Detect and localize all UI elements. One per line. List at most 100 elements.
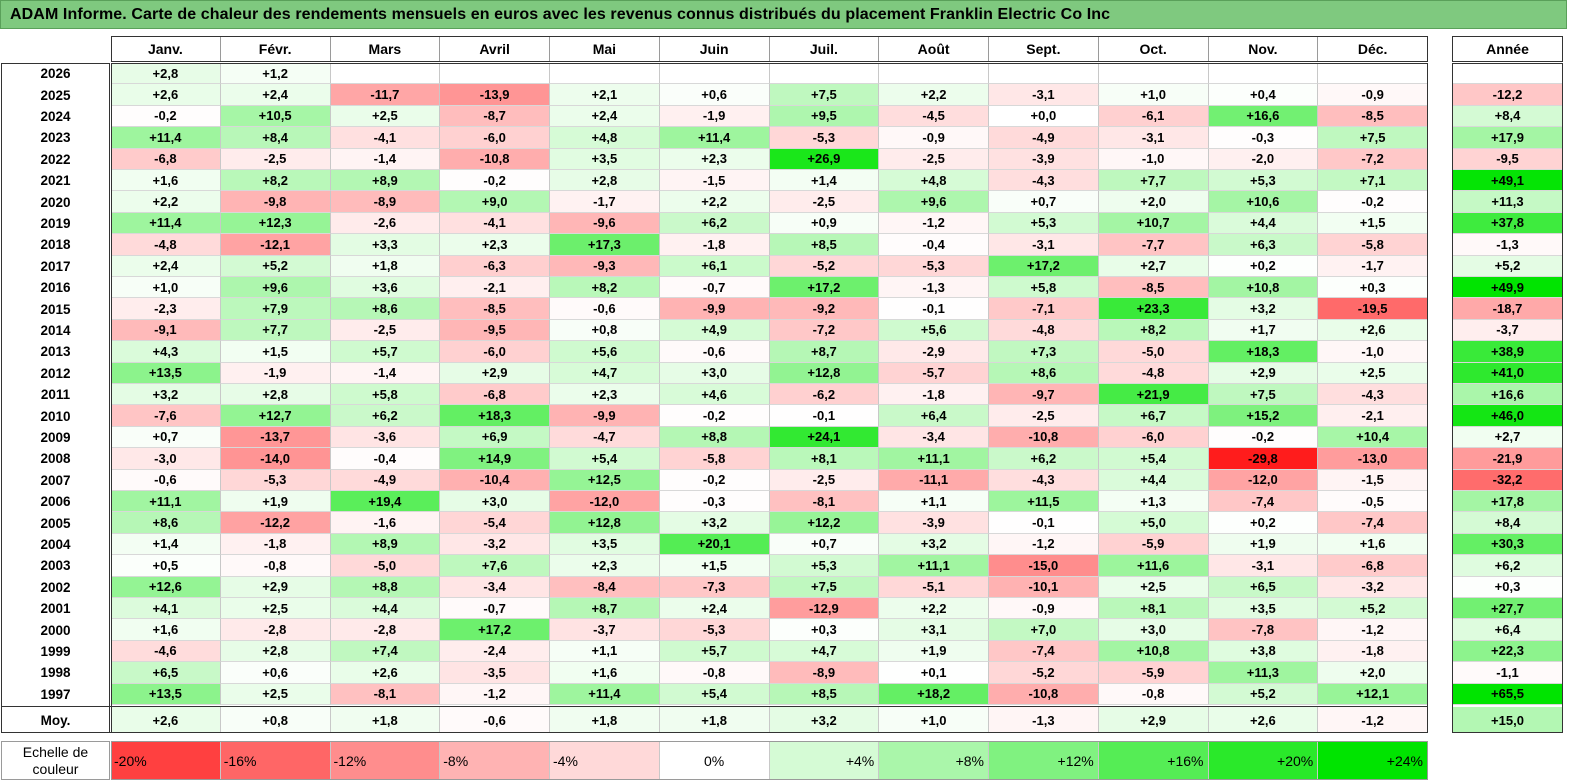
- heat-cell: -2,6: [330, 212, 441, 235]
- heat-cell: -1,8: [1318, 640, 1428, 663]
- heat-cell: -6,1: [1098, 105, 1209, 128]
- heat-cell: -1,8: [220, 533, 331, 556]
- year-label: 2019: [1, 212, 110, 235]
- heat-cell: -6,8: [440, 384, 550, 406]
- heat-cell: -0,7: [440, 598, 550, 620]
- heat-cell: -1,7: [1318, 255, 1428, 277]
- heat-cell: -0,6: [111, 469, 221, 491]
- heat-cell: -0,9: [1318, 84, 1428, 106]
- heat-cell: +9,6: [879, 191, 989, 213]
- heat-cell: +9,0: [440, 191, 550, 213]
- heat-cell: -7,6: [111, 405, 221, 427]
- heat-cell: +5,3: [769, 555, 880, 577]
- annual-cell: +46,0: [1452, 405, 1563, 427]
- heat-cell: +2,3: [550, 555, 660, 577]
- heat-cell: +2,0: [1098, 191, 1209, 213]
- heat-cell: -3,4: [440, 576, 550, 598]
- heat-cell: -3,1: [1208, 555, 1319, 577]
- heat-cell: -1,9: [659, 105, 770, 128]
- heat-cell: +4,1: [111, 598, 221, 620]
- scale-label: Echelle de couleur: [1, 741, 110, 780]
- heat-cell: -3,7: [550, 619, 660, 641]
- heat-cell: +4,3: [111, 341, 221, 363]
- heat-cell: +2,4: [220, 84, 331, 106]
- heat-cell: +12,2: [769, 512, 880, 534]
- year-label: 1997: [1, 683, 110, 705]
- heat-cell: +5,4: [1098, 448, 1209, 470]
- heat-cell: +20,1: [659, 533, 770, 556]
- heat-cell: -0,6: [550, 298, 660, 320]
- heat-cell: +2,3: [440, 234, 550, 256]
- heat-cell: +2,9: [1208, 362, 1319, 384]
- average-cell: +2,9: [1098, 707, 1209, 733]
- heat-cell: +3,5: [550, 148, 660, 170]
- heat-cell: +8,6: [989, 362, 1099, 384]
- heat-cell: +1,6: [111, 619, 221, 641]
- heat-cell: +1,4: [769, 170, 880, 192]
- heat-cell: +0,6: [659, 84, 770, 106]
- heat-cell: -3,6: [330, 426, 441, 449]
- heat-cell: -4,8: [1098, 362, 1209, 384]
- heat-cell: +1,3: [1098, 491, 1209, 513]
- heat-cell: -5,2: [989, 662, 1099, 684]
- heat-cell: -10,1: [989, 576, 1099, 598]
- heat-cell: -9,6: [550, 212, 660, 235]
- heat-cell: +9,6: [220, 277, 331, 299]
- heat-cell: +0,3: [769, 619, 880, 641]
- heat-cell: +10,8: [1208, 277, 1319, 299]
- heat-cell: +2,4: [550, 105, 660, 128]
- heat-cell: +8,2: [220, 170, 331, 192]
- heat-cell: +5,8: [330, 384, 441, 406]
- heat-cell: +7,9: [220, 298, 331, 320]
- annual-cell: -32,2: [1452, 469, 1563, 491]
- heat-cell: +5,4: [659, 683, 770, 705]
- average-cell: +0,8: [220, 707, 331, 733]
- heat-cell: -4,6: [111, 640, 221, 663]
- heat-cell: +7,3: [989, 341, 1099, 363]
- year-label: 2007: [1, 469, 110, 491]
- heat-cell: -0,1: [879, 298, 989, 320]
- heat-cell: +12,1: [1318, 683, 1428, 705]
- annual-cell: +41,0: [1452, 362, 1563, 384]
- heat-cell: +1,8: [330, 255, 441, 277]
- heat-cell: -2,0: [1208, 148, 1319, 170]
- heat-cell: +2,6: [1318, 319, 1428, 342]
- month-header: Janv.: [111, 36, 221, 62]
- heat-cell: -1,0: [1318, 341, 1428, 363]
- year-label: 2005: [1, 512, 110, 534]
- average-row-border: [1, 706, 1428, 733]
- heat-cell: +1,5: [220, 341, 331, 363]
- heat-cell: -5,7: [879, 362, 989, 384]
- heat-cell: +12,5: [550, 469, 660, 491]
- heat-cell: +7,6: [440, 555, 550, 577]
- heat-cell: -6,0: [1098, 426, 1209, 449]
- heat-cell: -3,0: [111, 448, 221, 470]
- year-label: 2006: [1, 491, 110, 513]
- heat-cell: -1,5: [1318, 469, 1428, 491]
- heat-cell: +0,1: [879, 662, 989, 684]
- heat-cell: +5,2: [220, 255, 331, 277]
- heat-cell: -4,8: [111, 234, 221, 256]
- annual-cell: +16,6: [1452, 384, 1563, 406]
- heat-cell: +12,8: [769, 362, 880, 384]
- heat-cell: +9,5: [769, 105, 880, 128]
- heat-cell: +4,4: [1208, 212, 1319, 235]
- annual-cell: -1,3: [1452, 234, 1563, 256]
- heat-cell: +10,8: [1098, 640, 1209, 663]
- year-label: 2004: [1, 533, 110, 556]
- heat-cell: +12,6: [111, 576, 221, 598]
- heat-cell: -0,8: [659, 662, 770, 684]
- heat-cell: -7,3: [659, 576, 770, 598]
- heat-cell: -6,2: [769, 384, 880, 406]
- heat-cell: +2,0: [1318, 662, 1428, 684]
- heat-cell: +8,1: [769, 448, 880, 470]
- heat-cell: -13,9: [440, 84, 550, 106]
- heat-cell: +2,8: [550, 170, 660, 192]
- heat-cell: -1,4: [330, 148, 441, 170]
- heat-cell: -4,3: [989, 469, 1099, 491]
- heat-cell: +1,6: [111, 170, 221, 192]
- scale-swatch: +16%: [1098, 741, 1209, 780]
- heat-cell: +2,5: [220, 598, 331, 620]
- heat-cell: -12,0: [550, 491, 660, 513]
- heat-cell: -0,5: [1318, 491, 1428, 513]
